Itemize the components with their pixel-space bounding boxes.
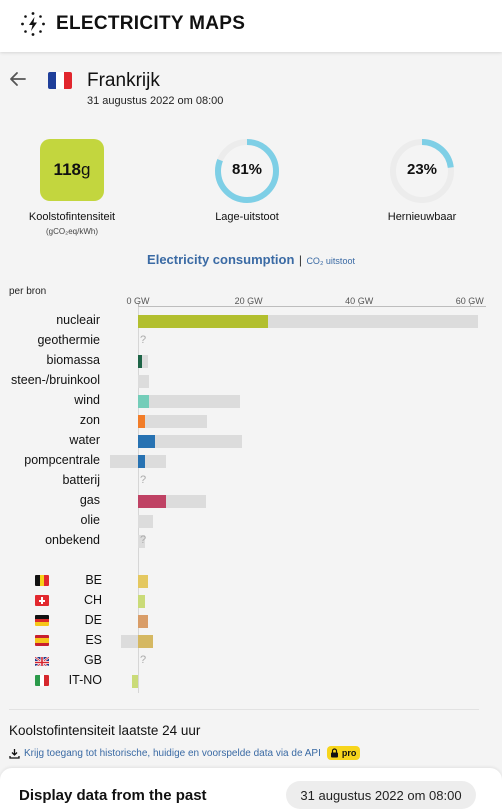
carbon-intensity-sublabel: (gCO₂eq/kWh) [45, 227, 98, 236]
flag-gb-icon [35, 655, 49, 666]
chart-title-co2-link[interactable]: CO₂ uitstoot [306, 256, 355, 266]
source-label-zon: zon [79, 413, 100, 427]
renewable-label: Hernieuwbaar [387, 211, 457, 223]
source-pompcentrale-capacity-bar[interactable] [110, 455, 166, 468]
section-divider [9, 709, 479, 710]
group-by-label: per bron [9, 286, 47, 297]
exchange-be-bar[interactable] [138, 575, 148, 588]
zone-name: Frankrijk [87, 70, 160, 91]
carbon-intensity-box: 118 g [40, 139, 104, 201]
source-label-nucleair: nucleair [56, 313, 100, 327]
x-tick-mark [138, 304, 139, 307]
source-water-bar[interactable] [138, 435, 155, 448]
exchange-de-bar[interactable] [138, 615, 148, 628]
source-label-biomassa: biomassa [46, 353, 101, 367]
lock-icon [330, 748, 338, 758]
renewable-ring [390, 139, 454, 203]
source-label-steenbruinkool: steen-/bruinkool [11, 373, 100, 387]
exchange-es-bar[interactable] [138, 635, 154, 648]
time-controller: Display data from the past 31 augustus 2… [0, 768, 502, 810]
x-tick-label: 0 GW [126, 296, 150, 306]
low-carbon-ring [215, 139, 279, 203]
renewable-ring-progress [390, 139, 454, 203]
source-label-gas: gas [79, 493, 100, 507]
source-steenbruinkool-capacity-bar[interactable] [138, 375, 150, 388]
carbon-intensity-value: 118 [53, 160, 81, 179]
source-geothermie-unknown-marker: ? [140, 334, 147, 346]
exchange-label-gb: GB [83, 653, 102, 667]
time-controller-title: Display data from the past [19, 787, 207, 804]
x-tick-mark [248, 304, 250, 307]
x-tick-mark [359, 304, 361, 307]
exchange-es-capacity-bar[interactable] [121, 635, 138, 648]
pro-badge[interactable]: pro [326, 746, 361, 760]
flag-be-icon [35, 575, 49, 586]
source-zon-bar[interactable] [138, 415, 145, 428]
source-zon-capacity-bar[interactable] [138, 415, 208, 428]
exchange-label-de: DE [84, 613, 102, 627]
pro-badge-label: pro [341, 748, 357, 758]
app-header: ELECTRICITY MAPS [0, 0, 502, 52]
flag-de-icon [35, 615, 49, 626]
chart-title-consumption[interactable]: Electricity consumption [147, 252, 295, 267]
low-carbon-ring-progress [215, 139, 279, 203]
api-link[interactable]: Krijg toegang tot historische, huidige e… [24, 747, 321, 759]
low-carbon-label: Lage-uitstoot [215, 211, 279, 223]
x-tick-label: 60 GW [455, 296, 484, 306]
exchange-gb-unknown-marker: ? [140, 654, 147, 666]
source-label-water: water [69, 433, 100, 447]
chart-title-row: Electricity consumption | CO₂ uitstoot [0, 251, 502, 269]
low-carbon-value: 81% [231, 161, 263, 178]
back-arrow-icon[interactable] [8, 69, 28, 89]
x-tick-label: 40 GW [345, 296, 374, 306]
exchange-label-ch: CH [83, 593, 102, 607]
carbon-intensity-label: Koolstofintensiteit [28, 211, 116, 223]
exchange-label-it-no: IT-NO [68, 673, 102, 687]
source-biomassa-bar[interactable] [138, 355, 143, 368]
source-onbekend-capacity-bar[interactable] [138, 535, 145, 548]
source-label-onbekend: onbekend [45, 533, 100, 547]
flag-ch-icon [35, 595, 49, 606]
source-label-pompcentrale: pompcentrale [24, 453, 100, 467]
source-nucleair-bar[interactable] [138, 315, 268, 328]
download-icon [9, 748, 20, 759]
source-label-batterij: batterij [62, 473, 100, 487]
x-axis-line [138, 306, 486, 307]
source-onbekend-unknown-marker: ? [140, 534, 147, 546]
x-tick-label: 20 GW [234, 296, 263, 306]
source-pompcentrale-bar[interactable] [138, 455, 146, 468]
source-label-geothermie: geothermie [37, 333, 100, 347]
source-olie-capacity-bar[interactable] [138, 515, 154, 528]
source-wind-bar[interactable] [138, 395, 150, 408]
exchange-it-no-bar[interactable] [132, 675, 138, 688]
exchange-label-be: BE [85, 573, 102, 587]
source-water-capacity-bar[interactable] [138, 435, 242, 448]
source-label-wind: wind [74, 393, 100, 407]
source-gas-bar[interactable] [138, 495, 166, 508]
carbon-intensity-unit: g [80, 160, 91, 179]
source-wind-capacity-bar[interactable] [138, 395, 241, 408]
electricity-maps-logo-icon[interactable] [20, 11, 46, 37]
exchange-ch-bar[interactable] [138, 595, 145, 608]
chart-title-separator: | [298, 253, 302, 267]
logo-text[interactable]: ELECTRICITY MAPS [56, 13, 246, 34]
source-label-olie: olie [80, 513, 100, 527]
flag-it-no-icon [35, 675, 49, 686]
source-biomassa-capacity-bar[interactable] [138, 355, 148, 368]
renewable-value: 23% [406, 161, 438, 178]
api-row: Krijg toegang tot historische, huidige e… [9, 743, 361, 763]
flag-es-icon [35, 635, 49, 646]
zone-datetime: 31 augustus 2022 om 08:00 [87, 95, 224, 107]
exchange-label-es: ES [85, 633, 102, 647]
source-batterij-unknown-marker: ? [140, 474, 147, 486]
x-tick-mark [469, 304, 471, 307]
history-title: Koolstofintensiteit laatste 24 uur [9, 723, 201, 738]
date-picker-button[interactable]: 31 augustus 2022 om 08:00 [286, 781, 476, 809]
france-flag-icon [48, 72, 72, 89]
